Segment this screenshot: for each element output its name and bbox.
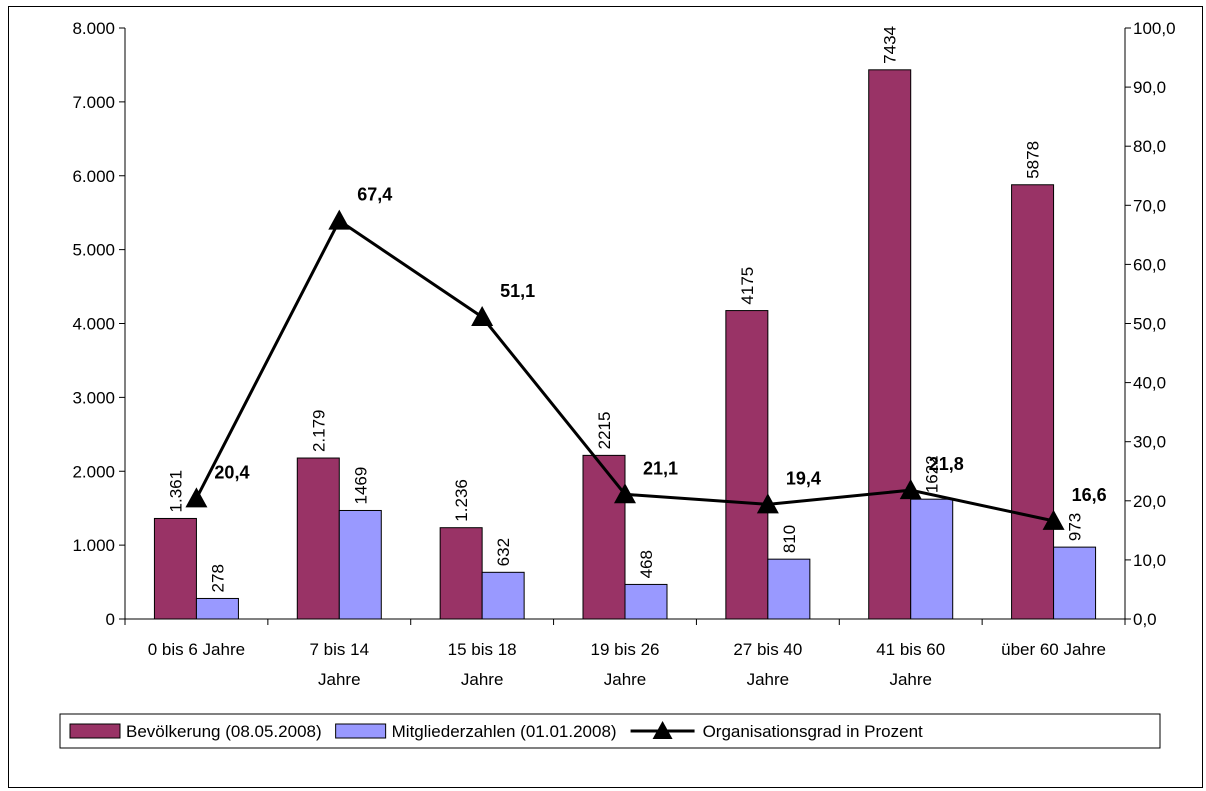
x-category-label: 27 bis 40 Jahre [733, 640, 802, 689]
line-data-label: 21,1 [643, 458, 678, 478]
left-tick-label: 8.000 [72, 19, 115, 38]
legend-label: Bevölkerung (08.05.2008) [126, 722, 322, 741]
x-category-label-line: Jahre [604, 670, 647, 689]
bar-data-label: 1.361 [166, 470, 185, 513]
legend-swatch [335, 723, 387, 739]
bar-data-label: 973 [1066, 513, 1085, 541]
bar-data-label: 5878 [1024, 141, 1043, 179]
right-tick-label: 70,0 [1133, 196, 1166, 215]
left-tick-label: 1.000 [72, 536, 115, 555]
chart-frame [8, 6, 1203, 788]
x-category-label-line: 41 bis 60 [876, 640, 945, 659]
left-tick-label: 0 [106, 610, 115, 629]
bar-data-label: 810 [780, 525, 799, 553]
x-category-label: über 60 Jahre [1001, 640, 1106, 659]
x-category-label: 0 bis 6 Jahre [148, 640, 245, 659]
left-tick-label: 4.000 [72, 315, 115, 334]
right-tick-label: 40,0 [1133, 374, 1166, 393]
x-category-label: 15 bis 18 Jahre [448, 640, 517, 689]
bar-data-label: 632 [494, 538, 513, 566]
x-category-label: 7 bis 14 Jahre [310, 640, 370, 689]
bar-members [767, 558, 811, 620]
bar-data-label: 278 [208, 564, 227, 592]
right-tick-label: 50,0 [1133, 315, 1166, 334]
right-tick-label: 10,0 [1133, 551, 1166, 570]
line-data-label: 20,4 [214, 462, 249, 482]
x-category-label-line: Jahre [889, 670, 932, 689]
bar-population [868, 69, 912, 620]
left-tick-label: 3.000 [72, 388, 115, 407]
line-data-label: 51,1 [500, 281, 535, 301]
line-marker-triangle [614, 483, 636, 504]
left-tick-label: 6.000 [72, 167, 115, 186]
bar-population [1011, 184, 1055, 620]
bar-data-label: 2215 [595, 412, 614, 450]
line-data-label: 21,8 [929, 454, 964, 474]
x-category-label-line: 0 bis 6 Jahre [148, 640, 245, 659]
x-category-label-line: Jahre [747, 670, 790, 689]
bar-data-label: 2.179 [309, 409, 328, 452]
x-category-label: 41 bis 60 Jahre [876, 640, 945, 689]
bar-data-label: 1469 [351, 467, 370, 505]
bar-population [439, 527, 483, 620]
line-data-label: 19,4 [786, 468, 821, 488]
x-category-label-line: Jahre [318, 670, 361, 689]
bar-members [195, 597, 239, 620]
right-tick-label: 60,0 [1133, 255, 1166, 274]
right-tick-label: 80,0 [1133, 137, 1166, 156]
line-data-label: 67,4 [357, 185, 392, 205]
line-marker-triangle [1042, 509, 1065, 530]
bar-data-label: 4175 [738, 267, 757, 305]
bar-members [910, 498, 954, 620]
line-marker-triangle [756, 493, 779, 514]
right-tick-label: 20,0 [1133, 492, 1166, 511]
left-tick-label: 5.000 [72, 241, 115, 260]
line-data-label: 16,6 [1072, 485, 1107, 505]
bar-data-label: 7434 [881, 26, 900, 64]
bar-data-label: 468 [637, 550, 656, 578]
legend-swatch [69, 723, 121, 739]
legend-line-marker [652, 721, 673, 739]
x-category-label-line: 27 bis 40 [733, 640, 802, 659]
right-tick-label: 0,0 [1133, 610, 1157, 629]
x-category-label-line: 19 bis 26 [591, 640, 660, 659]
right-tick-label: 30,0 [1133, 433, 1166, 452]
legend-box [59, 713, 1161, 749]
x-category-label-line: 7 bis 14 [310, 640, 370, 659]
bar-population [582, 454, 626, 620]
bar-population [296, 457, 340, 620]
x-category-label-line: 15 bis 18 [448, 640, 517, 659]
bar-members [1053, 546, 1097, 620]
legend-label: Mitgliederzahlen (01.01.2008) [392, 722, 617, 741]
bar-data-label: 1.236 [452, 479, 471, 522]
x-category-label: 19 bis 26 Jahre [591, 640, 660, 689]
legend-label: Organisationsgrad in Prozent [703, 722, 923, 741]
line-marker-triangle [328, 209, 351, 230]
bar-population [725, 310, 769, 620]
line-marker-triangle [899, 479, 922, 500]
left-tick-label: 7.000 [72, 93, 115, 112]
left-tick-label: 2.000 [72, 462, 115, 481]
x-category-label-line: über 60 Jahre [1001, 640, 1106, 659]
right-tick-label: 100,0 [1133, 19, 1176, 38]
right-tick-label: 90,0 [1133, 78, 1166, 97]
bar-members [338, 509, 382, 620]
bar-population [153, 517, 197, 620]
bar-members [624, 583, 668, 620]
line-marker-triangle [185, 487, 208, 508]
bar-data-label: 1622 [923, 455, 942, 493]
bar-members [481, 571, 525, 620]
line-marker-triangle [471, 305, 494, 326]
x-category-label-line: Jahre [461, 670, 504, 689]
